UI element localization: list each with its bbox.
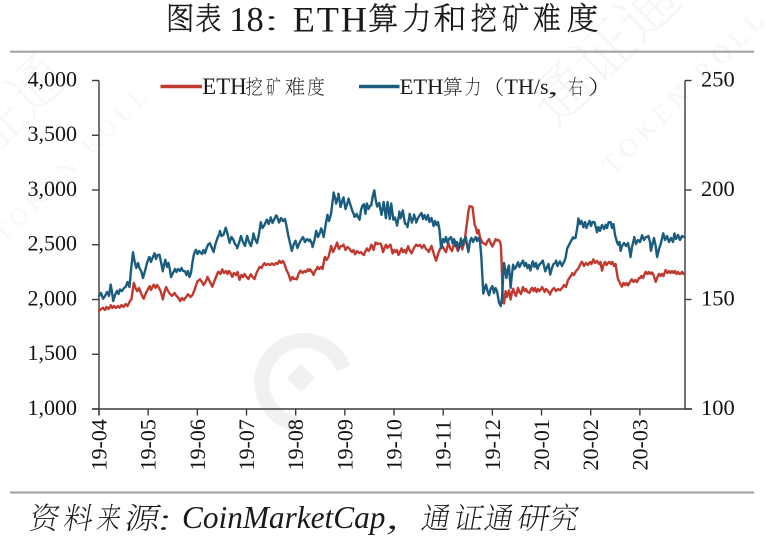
svg-text:20-03: 20-03 (627, 419, 652, 470)
svg-text:19-05: 19-05 (136, 419, 161, 470)
svg-text:TH/s: TH/s (505, 74, 549, 99)
svg-text:20-01: 20-01 (529, 419, 554, 470)
svg-text:18: 18 (229, 1, 263, 39)
svg-text:19-04: 19-04 (87, 419, 112, 470)
svg-text:250: 250 (701, 67, 735, 92)
svg-text:2,500: 2,500 (28, 231, 78, 256)
svg-text:200: 200 (701, 176, 735, 201)
svg-text:ETH: ETH (400, 74, 444, 99)
svg-text:19-11: 19-11 (431, 420, 456, 471)
svg-text:CoinMarketCap: CoinMarketCap (182, 500, 385, 535)
svg-text:20-02: 20-02 (578, 419, 603, 470)
svg-text:1,000: 1,000 (28, 395, 78, 420)
svg-text:19-08: 19-08 (283, 419, 308, 470)
svg-text:150: 150 (701, 286, 735, 311)
svg-text:ETH: ETH (202, 74, 246, 99)
svg-text:100: 100 (701, 395, 735, 420)
svg-text:4,000: 4,000 (28, 66, 78, 91)
svg-text:3,000: 3,000 (28, 176, 78, 201)
svg-text:19-07: 19-07 (234, 419, 259, 470)
svg-text:19-12: 19-12 (480, 419, 505, 470)
svg-text:19-06: 19-06 (185, 419, 210, 470)
svg-text:19-09: 19-09 (332, 419, 357, 470)
svg-text:3,500: 3,500 (28, 121, 78, 146)
svg-text:19-10: 19-10 (382, 419, 407, 470)
svg-text:1,500: 1,500 (28, 340, 78, 365)
svg-text:ETH: ETH (293, 0, 369, 39)
svg-text:2,000: 2,000 (28, 285, 78, 310)
